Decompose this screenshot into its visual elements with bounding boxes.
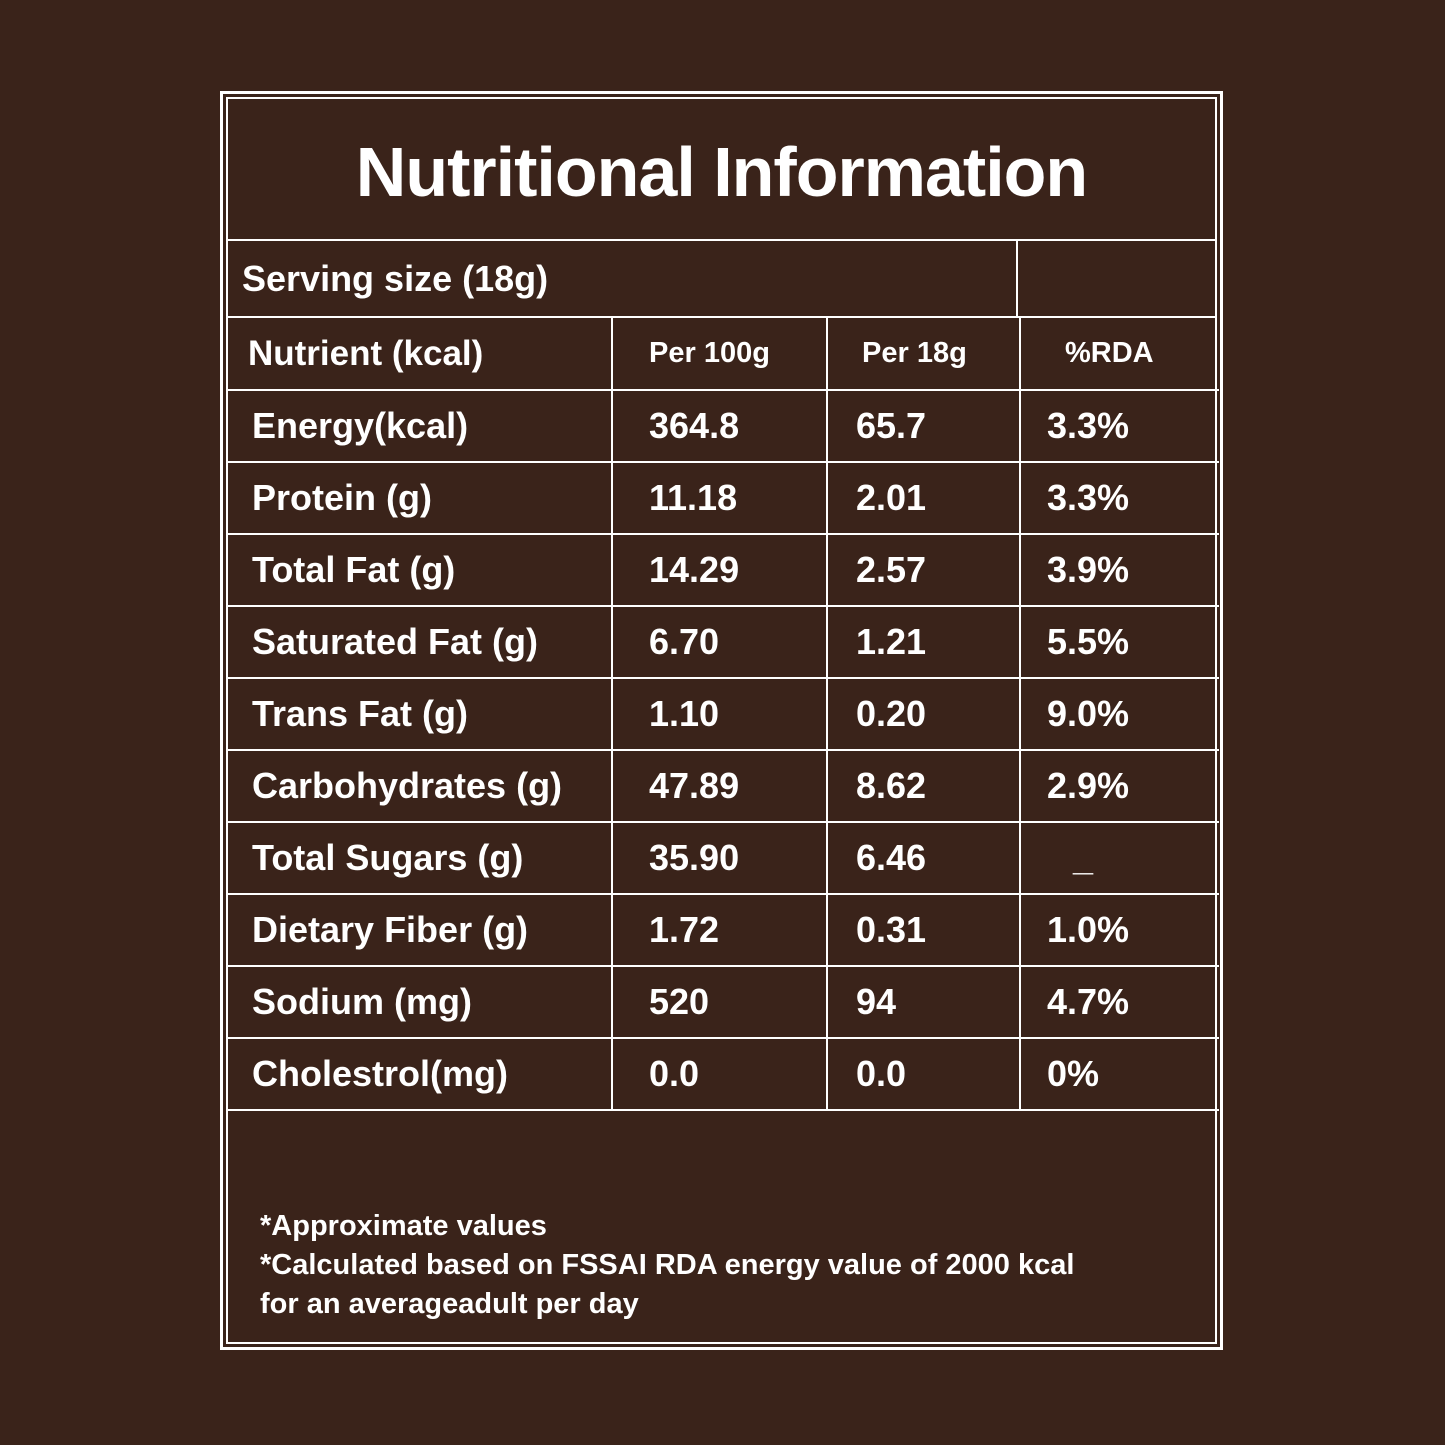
per-100g-value: 520 xyxy=(611,965,828,1039)
table-row: Cholestrol(mg) 0.0 0.0 0% xyxy=(228,1037,1219,1111)
nutrient-name: Sodium (mg) xyxy=(228,965,613,1039)
per-100g-value: 6.70 xyxy=(611,605,828,679)
header-per-100g: Per 100g xyxy=(611,318,828,391)
table-row: Total Sugars (g) 35.90 6.46 _ xyxy=(228,821,1219,895)
nutrition-label-inner: Nutritional Information Serving size (18… xyxy=(226,97,1219,1344)
rda-value: _ xyxy=(1019,821,1219,895)
table-row: Total Fat (g) 14.29 2.57 3.9% xyxy=(228,533,1219,607)
footnote: *Approximate values xyxy=(260,1210,547,1242)
table-row: Protein (g) 11.18 2.01 3.3% xyxy=(228,461,1219,535)
nutrient-name: Saturated Fat (g) xyxy=(228,605,613,679)
rda-value: 5.5% xyxy=(1019,605,1219,679)
table-header-row: Nutrient (kcal) Per 100g Per 18g %RDA xyxy=(228,318,1219,391)
serving-size-empty-cell xyxy=(1018,241,1215,318)
serving-size: Serving size (18g) xyxy=(228,241,1018,318)
table-row: Energy(kcal) 364.8 65.7 3.3% xyxy=(228,389,1219,463)
per-100g-value: 364.8 xyxy=(611,389,828,463)
per-serving-value: 1.21 xyxy=(826,605,1021,679)
nutrient-name: Carbohydrates (g) xyxy=(228,749,613,823)
serving-size-text: Serving size (18g) xyxy=(242,257,549,299)
rda-value: 3.3% xyxy=(1019,389,1219,463)
table-row: Carbohydrates (g) 47.89 8.62 2.9% xyxy=(228,749,1219,823)
per-serving-value: 0.20 xyxy=(826,677,1021,751)
footnote: *Calculated based on FSSAI RDA energy va… xyxy=(260,1249,1075,1281)
per-serving-value: 6.46 xyxy=(826,821,1021,895)
footnotes: *Approximate values *Calculated based on… xyxy=(260,1207,1180,1324)
per-serving-value: 0.0 xyxy=(826,1037,1021,1111)
nutrient-name: Dietary Fiber (g) xyxy=(228,893,613,967)
per-serving-value: 94 xyxy=(826,965,1021,1039)
table-row: Dietary Fiber (g) 1.72 0.31 1.0% xyxy=(228,893,1219,967)
per-serving-value: 8.62 xyxy=(826,749,1021,823)
table-row: Saturated Fat (g) 6.70 1.21 5.5% xyxy=(228,605,1219,679)
per-serving-value: 65.7 xyxy=(826,389,1021,463)
per-serving-value: 2.57 xyxy=(826,533,1021,607)
per-100g-value: 35.90 xyxy=(611,821,828,895)
rda-value: 3.9% xyxy=(1019,533,1219,607)
label-title: Nutritional Information xyxy=(228,99,1215,241)
per-100g-value: 11.18 xyxy=(611,461,828,535)
header-nutrient: Nutrient (kcal) xyxy=(228,318,613,391)
nutrient-name: Total Fat (g) xyxy=(228,533,613,607)
nutrition-table: Nutrient (kcal) Per 100g Per 18g %RDA En… xyxy=(228,318,1219,1111)
rda-value: 4.7% xyxy=(1019,965,1219,1039)
nutrient-name: Protein (g) xyxy=(228,461,613,535)
per-100g-value: 1.10 xyxy=(611,677,828,751)
rda-value: 2.9% xyxy=(1019,749,1219,823)
per-100g-value: 47.89 xyxy=(611,749,828,823)
header-per-serving: Per 18g xyxy=(826,318,1021,391)
nutrient-name: Trans Fat (g) xyxy=(228,677,613,751)
footnote: for an averageadult per day xyxy=(260,1288,639,1320)
per-100g-value: 1.72 xyxy=(611,893,828,967)
nutrient-name: Cholestrol(mg) xyxy=(228,1037,613,1111)
rda-value: 3.3% xyxy=(1019,461,1219,535)
nutrient-name: Total Sugars (g) xyxy=(228,821,613,895)
rda-value: 1.0% xyxy=(1019,893,1219,967)
rda-value: 9.0% xyxy=(1019,677,1219,751)
per-100g-value: 0.0 xyxy=(611,1037,828,1111)
rda-value: 0% xyxy=(1019,1037,1219,1111)
per-100g-value: 14.29 xyxy=(611,533,828,607)
table-row: Trans Fat (g) 1.10 0.20 9.0% xyxy=(228,677,1219,751)
nutrient-name: Energy(kcal) xyxy=(228,389,613,463)
nutrition-label: Nutritional Information Serving size (18… xyxy=(220,91,1223,1350)
per-serving-value: 0.31 xyxy=(826,893,1021,967)
per-serving-value: 2.01 xyxy=(826,461,1021,535)
header-rda: %RDA xyxy=(1019,318,1219,391)
table-row: Sodium (mg) 520 94 4.7% xyxy=(228,965,1219,1039)
